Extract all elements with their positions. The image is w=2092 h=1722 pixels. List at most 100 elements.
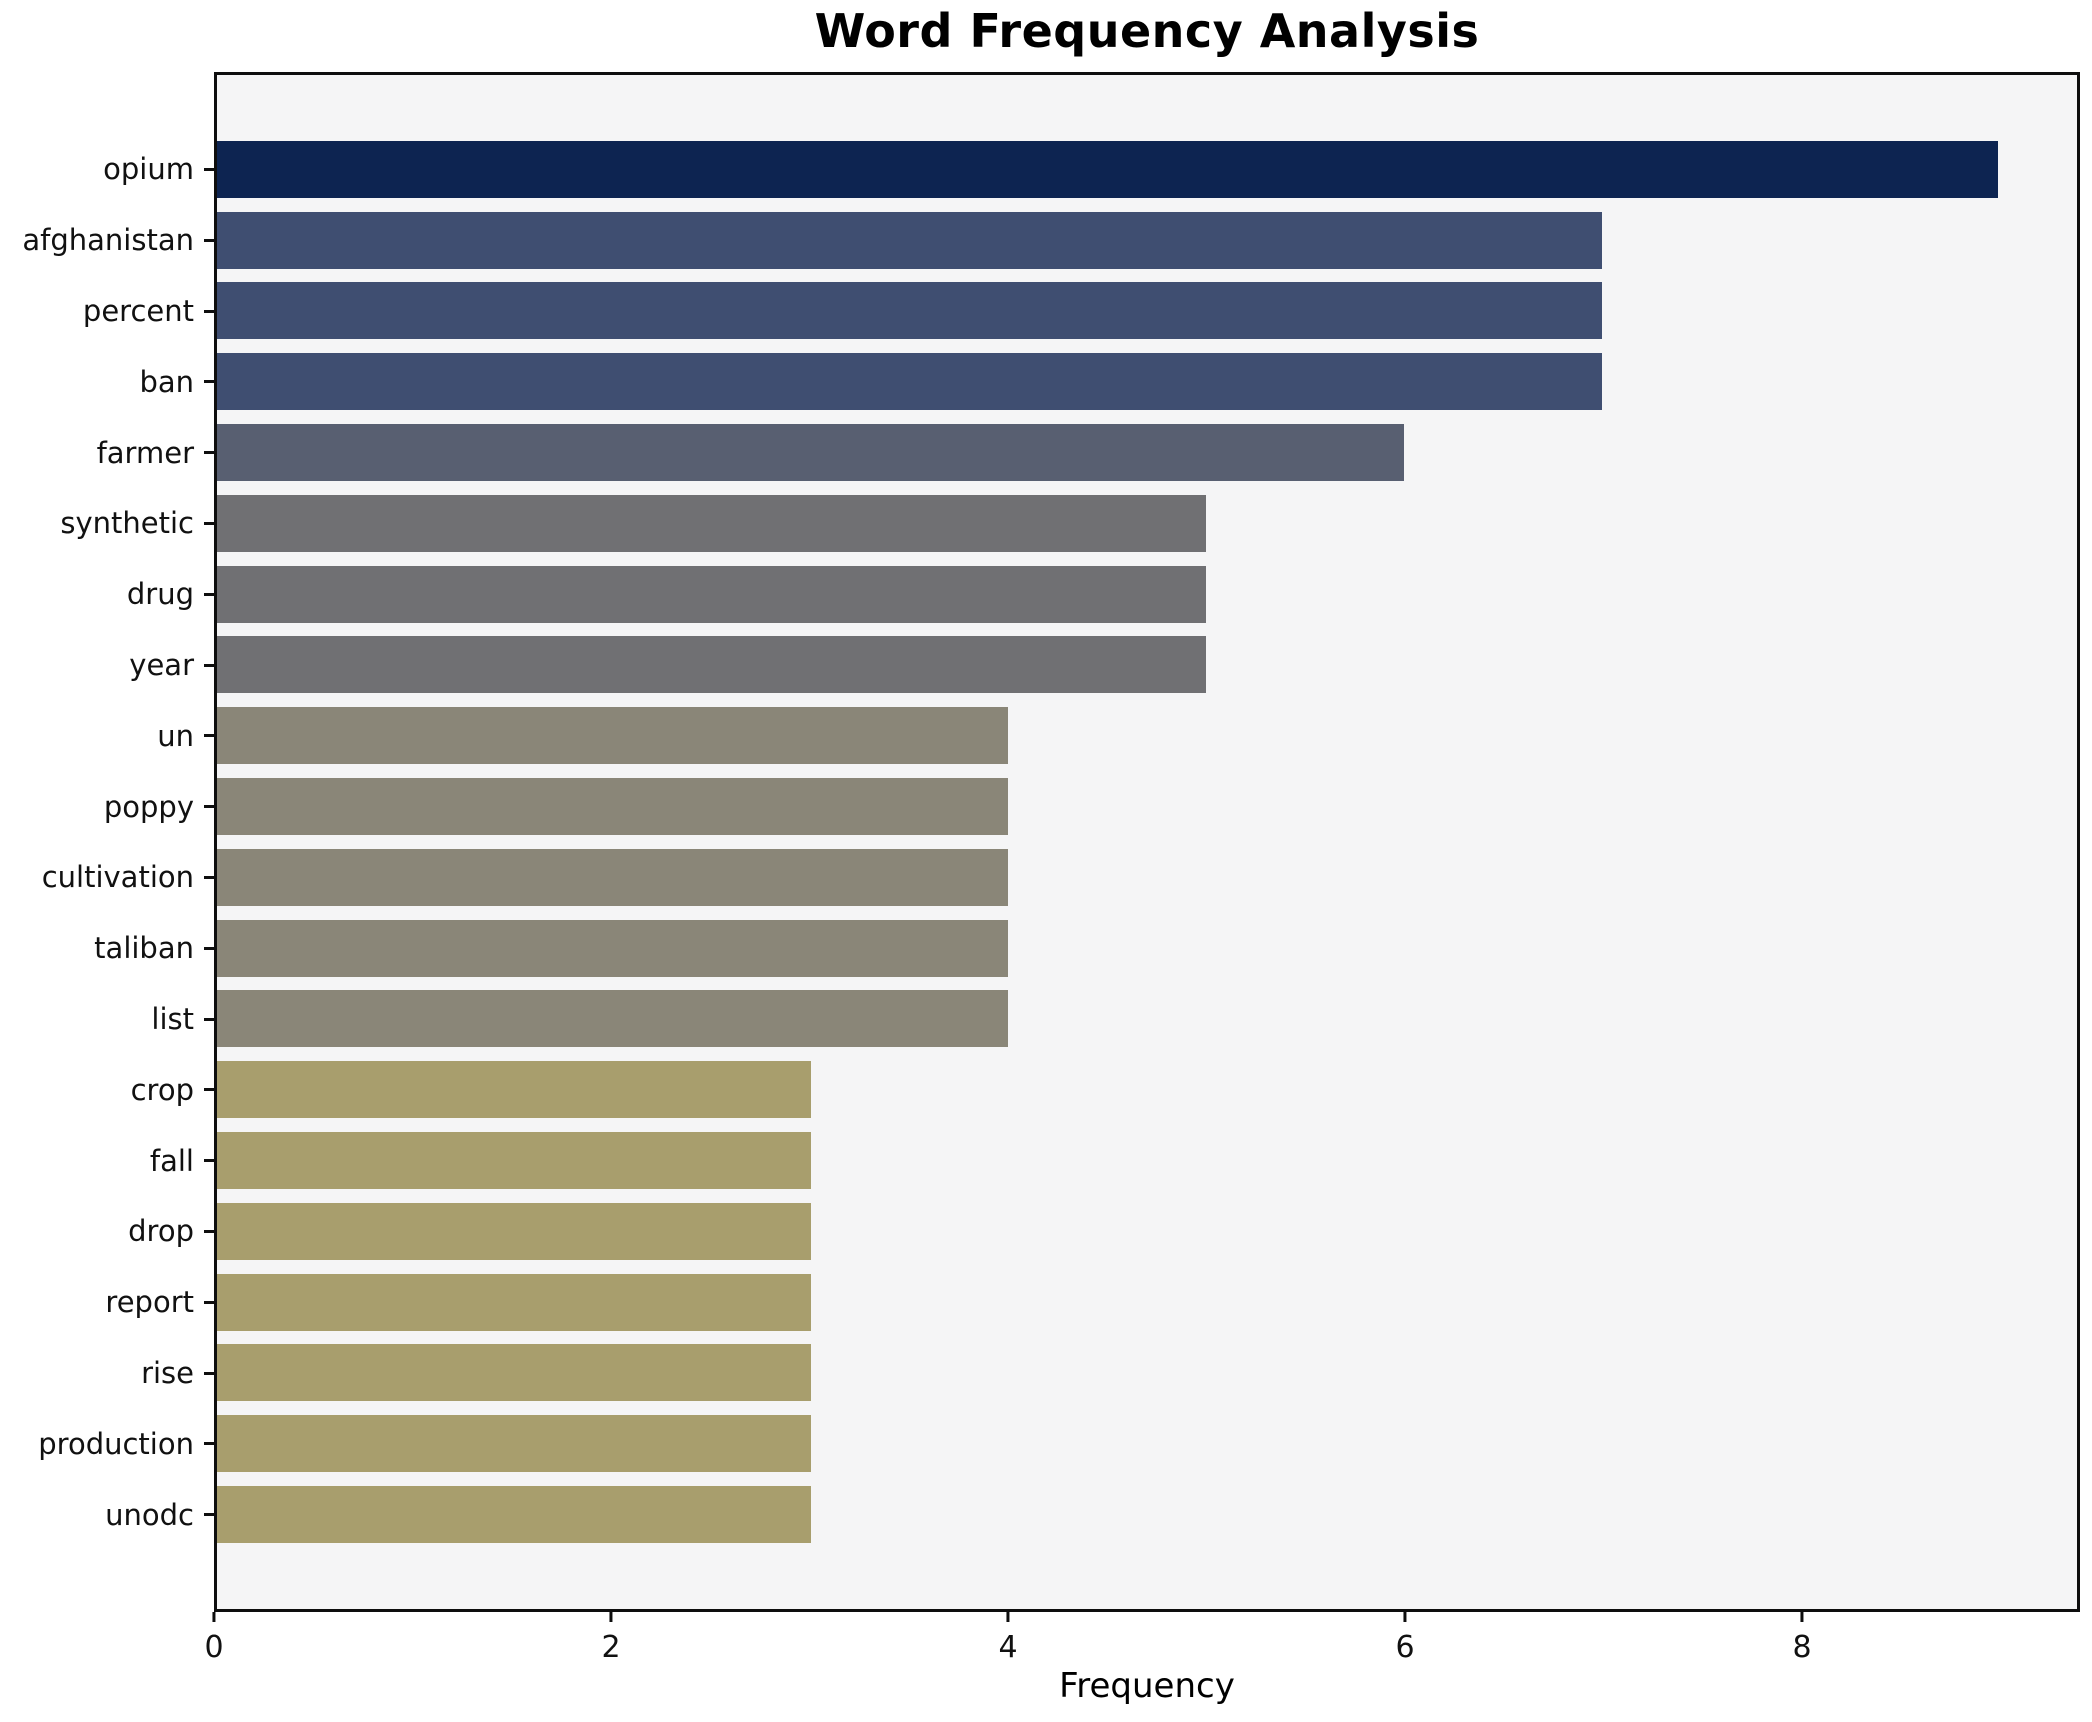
bar-row <box>217 1125 2077 1196</box>
bar-row <box>217 771 2077 842</box>
y-tick-label: drug <box>126 577 194 612</box>
bar-row <box>217 134 2077 205</box>
x-tick-mark <box>1403 1612 1407 1622</box>
y-tick-mark <box>204 734 214 738</box>
bar-row <box>217 1338 2077 1409</box>
x-tick-0: 0 <box>204 1612 224 1665</box>
y-tick-label: synthetic <box>60 506 194 541</box>
y-tick-mark <box>204 1300 214 1304</box>
bar-report <box>217 1273 811 1331</box>
x-tick-label: 8 <box>1792 1630 1812 1665</box>
bar-row <box>217 1479 2077 1550</box>
x-tick-label: 0 <box>204 1630 224 1665</box>
bar-row <box>217 1267 2077 1338</box>
y-tick-percent: percent <box>0 291 214 331</box>
bars-container <box>217 75 2077 1609</box>
y-tick-mark <box>204 1159 214 1163</box>
y-tick-opium: opium <box>0 149 214 189</box>
y-tick-label: percent <box>82 294 194 328</box>
y-tick-label: report <box>105 1285 194 1320</box>
bar-row <box>217 630 2077 701</box>
y-tick-label: rise <box>141 1356 194 1390</box>
bar-row <box>217 700 2077 771</box>
bar-taliban <box>217 919 1009 977</box>
bar-row <box>217 984 2077 1055</box>
y-tick-mark <box>204 1513 214 1517</box>
bar-row <box>217 1408 2077 1479</box>
y-tick-mark <box>204 167 214 171</box>
bar-row <box>217 488 2077 559</box>
x-tick-mark <box>1006 1612 1010 1622</box>
y-tick-drug: drug <box>0 574 214 614</box>
y-tick-label: production <box>38 1426 194 1461</box>
bar-crop <box>217 1061 811 1119</box>
y-tick-taliban: taliban <box>0 928 214 968</box>
bar-row <box>217 276 2077 347</box>
bar-row <box>217 1054 2077 1125</box>
y-tick-mark <box>204 380 214 384</box>
bar-percent <box>217 282 1603 340</box>
y-tick-drop: drop <box>0 1211 214 1251</box>
x-tick-label: 4 <box>998 1630 1018 1665</box>
x-tick-6: 6 <box>1396 1612 1415 1665</box>
bar-rise <box>217 1344 811 1402</box>
y-tick-production: production <box>0 1424 214 1464</box>
plot-area <box>214 72 2080 1612</box>
y-tick-mark <box>204 1442 214 1446</box>
x-tick-mark <box>609 1612 613 1622</box>
y-tick-unodc: unodc <box>0 1495 214 1535</box>
y-tick-label: farmer <box>96 435 194 470</box>
bar-ban <box>217 353 1603 411</box>
y-tick-report: report <box>0 1282 214 1322</box>
x-tick-8: 8 <box>1793 1612 1812 1665</box>
y-tick-label: unodc <box>105 1497 194 1532</box>
bar-row <box>217 346 2077 417</box>
y-tick-label: crop <box>130 1072 194 1107</box>
y-tick-fall: fall <box>0 1141 214 1181</box>
y-tick-mark <box>204 451 214 455</box>
y-tick-afghanistan: afghanistan <box>0 220 214 260</box>
bar-year <box>217 636 1207 694</box>
x-tick-label: 2 <box>601 1630 621 1665</box>
y-tick-mark <box>204 592 214 596</box>
y-tick-mark <box>204 1017 214 1021</box>
y-tick-list: list <box>0 999 214 1039</box>
y-tick-mark <box>204 309 214 313</box>
bar-row <box>217 205 2077 276</box>
y-tick-synthetic: synthetic <box>0 503 214 543</box>
bar-list <box>217 990 1009 1048</box>
y-tick-label: afghanistan <box>22 223 194 258</box>
y-tick-label: un <box>157 718 194 753</box>
y-tick-label: opium <box>103 152 194 187</box>
y-tick-mark <box>204 805 214 809</box>
bar-opium <box>217 140 1998 198</box>
y-tick-un: un <box>0 716 214 756</box>
bar-unodc <box>217 1486 811 1544</box>
y-tick-mark <box>204 946 214 950</box>
y-tick-label: taliban <box>94 931 194 966</box>
chart-title: Word Frequency Analysis <box>814 4 1480 58</box>
y-tick-mark <box>204 238 214 242</box>
bar-drug <box>217 565 1207 623</box>
y-tick-label: year <box>129 648 194 682</box>
bar-drop <box>217 1202 811 1260</box>
y-tick-mark <box>204 1229 214 1233</box>
bar-production <box>217 1415 811 1473</box>
y-tick-mark <box>204 663 214 667</box>
y-tick-crop: crop <box>0 1070 214 1110</box>
bar-row <box>217 559 2077 630</box>
y-tick-poppy: poppy <box>0 787 214 827</box>
x-tick-mark <box>212 1612 216 1622</box>
x-axis-title: Frequency <box>1059 1666 1235 1706</box>
y-tick-mark <box>204 875 214 879</box>
bar-row <box>217 417 2077 488</box>
y-tick-label: poppy <box>103 789 194 824</box>
x-tick-2: 2 <box>601 1612 621 1665</box>
y-tick-label: cultivation <box>41 860 194 895</box>
y-tick-year: year <box>0 645 214 685</box>
bar-cultivation <box>217 848 1009 906</box>
y-tick-label: ban <box>139 364 194 399</box>
x-tick-mark <box>1800 1612 1804 1622</box>
y-tick-label: drop <box>128 1214 194 1249</box>
